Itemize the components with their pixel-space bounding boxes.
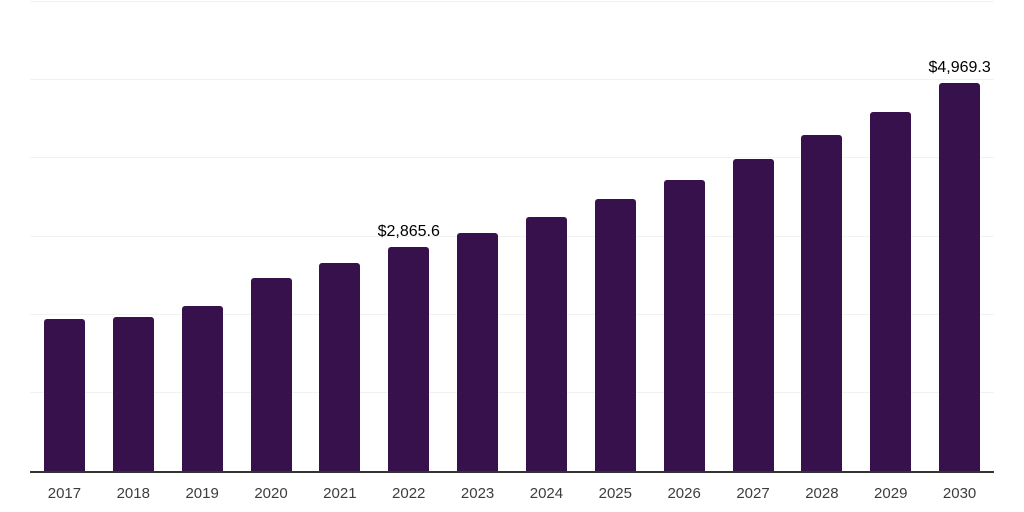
x-axis-line xyxy=(30,471,994,473)
gridline-2000 xyxy=(30,313,994,315)
bar-slot-2030: $4,969.3 xyxy=(925,2,994,471)
bar-2027 xyxy=(732,159,774,471)
bar-2017 xyxy=(43,319,85,471)
x-tick-label-2017: 2017 xyxy=(47,485,82,502)
x-tick-label-2024: 2024 xyxy=(529,485,564,502)
bar-2019 xyxy=(181,305,223,471)
bar-slot-2022: $2,865.6 xyxy=(374,2,443,471)
x-tick-label-2027: 2027 xyxy=(736,485,770,502)
x-tick-label-2025: 2025 xyxy=(598,485,632,502)
x-tick-label-2029: 2029 xyxy=(874,485,908,502)
x-axis-tick-labels: 2017 2018 2019 2020 2021 2022 2023 2024 2025 2026… xyxy=(30,473,994,512)
bar-2025 xyxy=(594,198,636,471)
bar-2023 xyxy=(457,232,499,471)
data-label-2022: $2,865.6 xyxy=(377,223,440,241)
bar-2026 xyxy=(663,180,705,471)
gridline-6000 xyxy=(30,1,994,2)
bar-slot-2017 xyxy=(30,2,99,471)
gridline-1000 xyxy=(30,391,994,393)
bar-slot-2029 xyxy=(856,2,925,471)
x-tick-label-2023: 2023 xyxy=(460,485,495,502)
plot-area: $2,865.6 $4,969.3 xyxy=(30,1,994,473)
x-tick-label-2028: 2028 xyxy=(805,485,839,502)
bar-2029 xyxy=(870,112,912,471)
bar-series: $2,865.6 $4,969.3 xyxy=(30,2,994,471)
bar-slot-2018 xyxy=(99,2,168,471)
bar-slot-2028 xyxy=(787,2,856,471)
bar-slot-2025 xyxy=(581,2,650,471)
gridline-3000 xyxy=(30,235,994,237)
x-tick-label-2018: 2018 xyxy=(116,485,150,502)
bar-slot-2021 xyxy=(305,2,374,471)
bar-slot-2019 xyxy=(168,2,237,471)
bar-2018 xyxy=(112,316,154,471)
bar-2020 xyxy=(250,277,292,471)
bar-2030 xyxy=(939,82,981,471)
x-tick-label-2030: 2030 xyxy=(942,485,977,502)
bar-slot-2020 xyxy=(237,2,306,471)
bar-2021 xyxy=(319,262,361,471)
bar-2024 xyxy=(525,216,567,471)
x-tick-label-2026: 2026 xyxy=(667,485,701,502)
gridline-4000 xyxy=(30,157,994,159)
x-tick-label-2020: 2020 xyxy=(254,485,288,502)
bar-2022 xyxy=(388,247,430,471)
bar-slot-2023 xyxy=(443,2,512,471)
bar-slot-2026 xyxy=(650,2,719,471)
x-tick-label-2022: 2022 xyxy=(392,485,426,502)
gridline-5000 xyxy=(30,79,994,81)
bar-slot-2027 xyxy=(719,2,788,471)
bar-slot-2024 xyxy=(512,2,581,471)
x-tick-label-2021: 2021 xyxy=(323,485,357,502)
bar-2028 xyxy=(801,135,843,471)
data-label-2030: $4,969.3 xyxy=(928,58,991,76)
x-tick-label-2019: 2019 xyxy=(185,485,219,502)
